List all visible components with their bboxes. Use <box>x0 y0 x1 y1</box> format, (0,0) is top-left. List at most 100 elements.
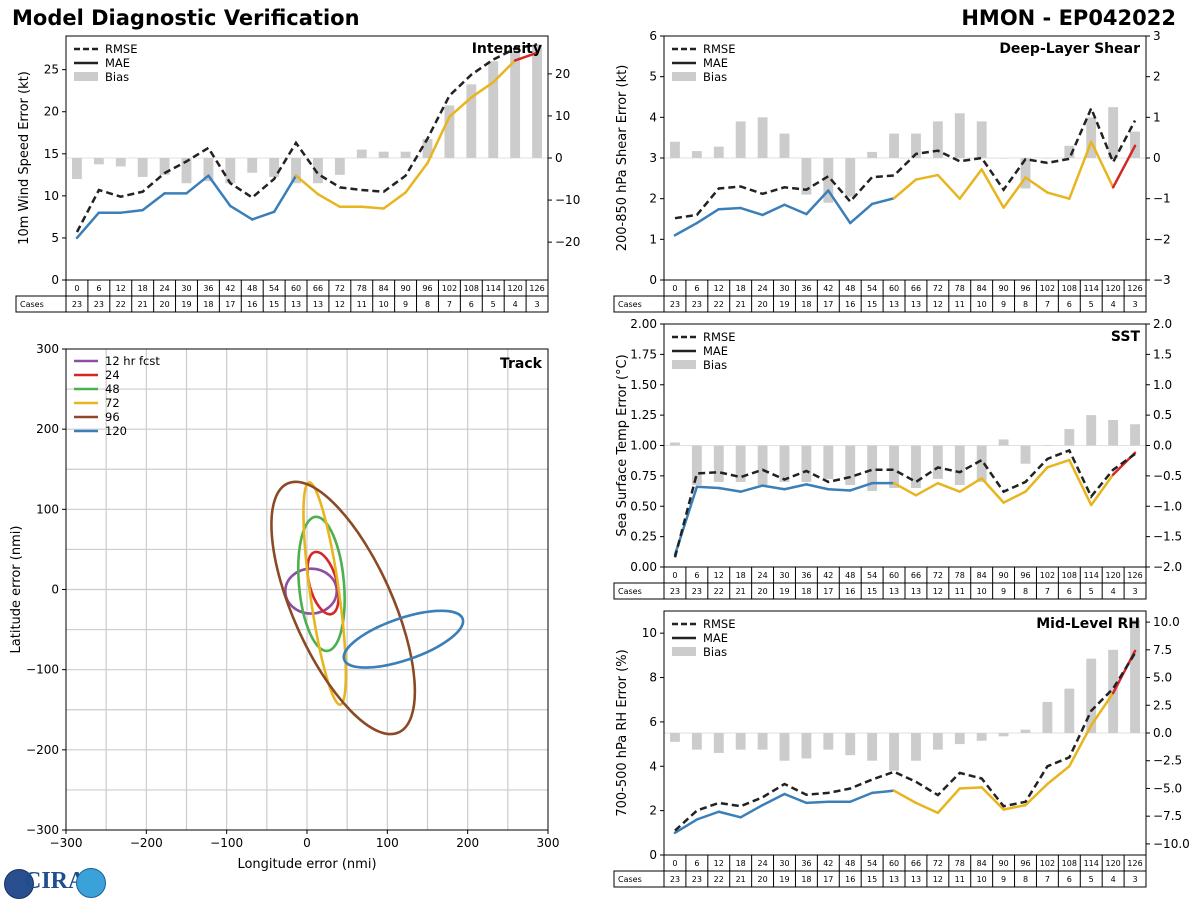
legend-rmse-label: RMSE <box>703 617 735 631</box>
case-count: 13 <box>911 875 921 884</box>
mae-line-segment <box>717 486 742 493</box>
mae-line-segment <box>783 483 808 491</box>
mae-line-segment <box>739 803 764 819</box>
y-tick-label: 300 <box>36 342 59 356</box>
panel-title: Intensity <box>472 41 542 57</box>
mae-line-segment <box>783 203 808 216</box>
legend-mae-label: MAE <box>703 56 728 70</box>
bias-bar <box>998 733 1009 737</box>
bias-bar <box>823 733 834 750</box>
hour-label: 18 <box>138 284 148 293</box>
case-count: 8 <box>1023 875 1028 884</box>
y-tick-label: 10 <box>44 189 59 203</box>
mae-line-segment <box>914 801 940 815</box>
y-tick-label: 1.00 <box>630 439 657 453</box>
mae-line-segment <box>717 206 742 211</box>
mae-line-segment <box>1002 803 1027 811</box>
y-axis-label: Sea Surface Temp Error (°C) <box>615 354 630 536</box>
hour-label: 54 <box>867 571 877 580</box>
bias-bar <box>1130 619 1140 733</box>
hour-label: 90 <box>998 571 1008 580</box>
x-axis-label: Longitude error (nmi) <box>237 857 376 872</box>
bias-bar <box>867 733 878 761</box>
hour-label: 6 <box>694 571 699 580</box>
hour-label: 96 <box>422 284 432 293</box>
hour-label: 78 <box>357 284 367 293</box>
case-count: 6 <box>469 300 474 309</box>
bias-bar <box>444 105 455 158</box>
y2-tick-label: −7.5 <box>1153 809 1182 823</box>
hour-label: 78 <box>955 571 965 580</box>
hour-label: 0 <box>672 571 677 580</box>
case-count: 18 <box>801 300 811 309</box>
bias-bar <box>867 151 878 158</box>
mae-line-segment <box>1002 176 1027 209</box>
bias-bar <box>225 158 236 184</box>
y-tick-label: 0 <box>51 583 59 597</box>
bias-bar <box>159 158 170 175</box>
hour-label: 126 <box>1127 859 1142 868</box>
case-count: 22 <box>714 300 724 309</box>
legend-label: 12 hr fcst <box>105 354 160 368</box>
bias-bar <box>691 733 702 750</box>
hour-label: 66 <box>911 859 921 868</box>
hour-label: 96 <box>1020 284 1030 293</box>
bias-bar <box>1042 158 1053 159</box>
mae-line-segment <box>980 786 1005 811</box>
mae-line-segment <box>448 96 473 119</box>
hour-label: 60 <box>889 284 899 293</box>
bias-bar <box>823 158 834 203</box>
case-count: 17 <box>823 875 833 884</box>
y2-tick-label: −10.0 <box>1153 837 1190 851</box>
bias-bar <box>779 133 790 158</box>
y-tick-label: 0 <box>649 848 657 862</box>
mae-line-segment <box>229 204 254 221</box>
mae-line-segment <box>848 202 874 225</box>
legend-mae-label: MAE <box>105 56 130 70</box>
case-count: 13 <box>911 300 921 309</box>
mae-line-segment <box>870 197 896 206</box>
bias-bar <box>1064 429 1075 446</box>
mae-line-segment <box>1068 140 1093 200</box>
hour-label: 12 <box>714 284 724 293</box>
bias-bar <box>757 445 768 485</box>
case-count: 5 <box>491 300 496 309</box>
case-count: 23 <box>94 300 104 309</box>
hour-label: 42 <box>823 859 833 868</box>
case-count: 13 <box>291 300 301 309</box>
cases-label: Cases <box>618 300 642 309</box>
hour-label: 126 <box>1127 284 1142 293</box>
error-ellipse <box>342 609 465 669</box>
mae-line-segment <box>739 206 764 217</box>
hour-label: 48 <box>845 859 855 868</box>
bias-bar <box>72 158 82 180</box>
case-count: 11 <box>955 875 965 884</box>
mae-line-segment <box>958 477 983 493</box>
error-ellipse <box>296 515 346 653</box>
mae-line-segment <box>513 51 539 62</box>
mae-line-segment <box>316 192 342 209</box>
case-count: 12 <box>933 875 943 884</box>
bias-bar <box>670 141 680 158</box>
y2-tick-label: 7.5 <box>1153 643 1172 657</box>
mae-line-segment <box>827 189 852 225</box>
bias-bar <box>1020 729 1031 733</box>
bias-bar <box>954 113 965 158</box>
x-tick-label: 0 <box>303 836 311 850</box>
hour-label: 60 <box>889 571 899 580</box>
hour-label: 108 <box>1062 859 1077 868</box>
bias-bar <box>181 158 192 184</box>
hour-label: 54 <box>867 284 877 293</box>
hour-label: 114 <box>486 284 501 293</box>
y2-tick-label: 1 <box>1153 110 1161 124</box>
case-count: 21 <box>736 875 746 884</box>
case-count: 15 <box>867 300 877 309</box>
y-tick-label: 0.50 <box>630 499 657 513</box>
bias-bar <box>670 733 680 742</box>
cases-label: Cases <box>618 587 642 596</box>
y2-tick-label: −1.0 <box>1153 499 1182 513</box>
legend-rmse-label: RMSE <box>105 42 137 56</box>
case-count: 13 <box>889 875 899 884</box>
mae-line-segment <box>382 191 407 210</box>
mae-line-segment <box>695 485 721 490</box>
